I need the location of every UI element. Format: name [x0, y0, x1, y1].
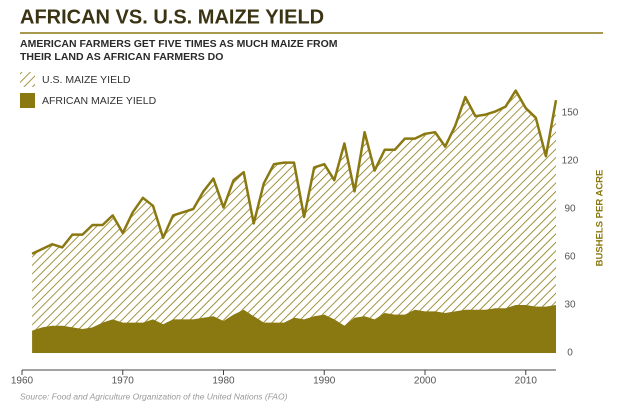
x-tick-label: 1990	[313, 376, 336, 387]
subtitle: AMERICAN FARMERS GET FIVE TIMES AS MUCH …	[20, 38, 338, 50]
legend-swatch	[20, 93, 35, 108]
y-tick-label: 120	[562, 156, 579, 167]
y-tick-label: 90	[564, 204, 576, 215]
line	[31, 89, 558, 255]
legend-label: AFRICAN MAIZE YIELD	[42, 95, 157, 107]
area	[32, 305, 557, 353]
legend-swatch	[20, 72, 35, 87]
x-tick-label: 1980	[212, 376, 235, 387]
x-tick-label: 1970	[112, 376, 135, 387]
subtitle: THEIR LAND AS AFRICAN FARMERS DO	[20, 51, 223, 63]
x-tick-label: 2010	[515, 376, 538, 387]
x-tick-label: 2000	[414, 376, 437, 387]
y-tick-label: 0	[567, 348, 573, 359]
area	[32, 90, 557, 353]
source: Source: Food and Agriculture Organizatio…	[20, 391, 288, 401]
x-tick-label: 1960	[11, 376, 34, 387]
chart-title: AFRICAN VS. U.S. MAIZE YIELD	[20, 6, 324, 28]
y-axis-label: BUSHELS PER ACRE	[595, 170, 606, 267]
y-tick-label: 60	[564, 252, 576, 263]
y-tick-label: 150	[562, 108, 579, 119]
legend-label: U.S. MAIZE YIELD	[42, 74, 131, 86]
y-tick-label: 30	[564, 300, 576, 311]
